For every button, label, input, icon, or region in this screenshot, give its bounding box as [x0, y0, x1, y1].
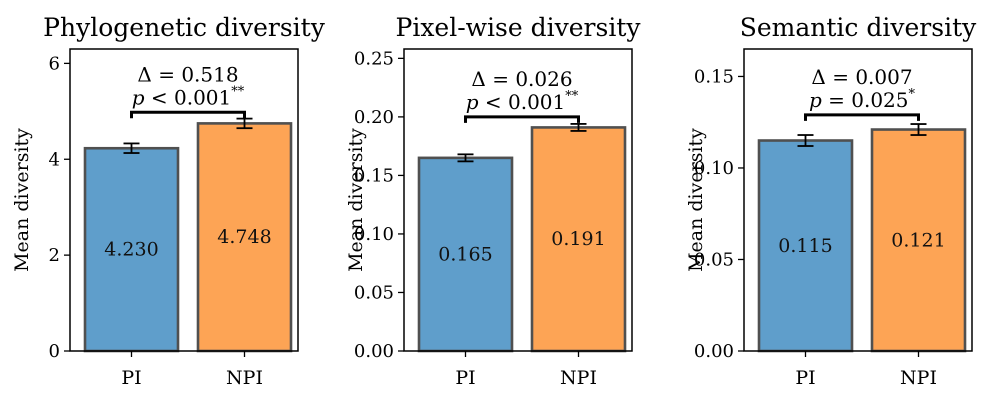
chart-panel-2: Pixel-wise diversity Mean diversity 0.165 P… — [345, 13, 641, 389]
x-tick-label: PI — [795, 367, 815, 389]
y-tick-label: 0.15 — [694, 66, 734, 87]
delta-annotation: Δ = 0.007 — [811, 65, 912, 89]
error-bar-npi — [910, 123, 927, 136]
y-tick-label: 4 — [49, 149, 60, 170]
significance-bracket — [130, 110, 246, 119]
x-tick-label: NPI — [900, 367, 937, 389]
significance-stars: ** — [565, 89, 579, 104]
y-tick-label: 0 — [49, 341, 60, 362]
x-tick-label: NPI — [560, 367, 597, 389]
p-value-annotation: p = 0.025* — [809, 87, 916, 112]
chart-title: Pixel-wise diversity — [396, 13, 642, 42]
x-tick-label: PI — [121, 367, 141, 389]
p-value-text: < 0.001 — [479, 90, 566, 114]
y-tick-label: 0.05 — [694, 249, 734, 270]
p-symbol: p — [809, 88, 822, 112]
y-tick-label: 2 — [49, 245, 60, 266]
x-tick-label: PI — [455, 367, 475, 389]
p-symbol: p — [466, 90, 479, 114]
chart-title: Semantic diversity — [740, 13, 977, 42]
plot-frame — [69, 48, 299, 352]
p-value-annotation: p < 0.001** — [132, 84, 245, 109]
significance-bracket — [464, 115, 580, 123]
p-value-text: < 0.001 — [145, 85, 232, 109]
p-value-text: = 0.025 — [822, 88, 909, 112]
x-tick-label: NPI — [226, 367, 263, 389]
y-axis-label: Mean diversity — [11, 128, 33, 272]
y-axis-label: Mean diversity — [685, 128, 707, 272]
bar-pi — [757, 139, 854, 353]
y-tick-label: 0.00 — [694, 341, 734, 362]
plot-frame — [403, 48, 633, 352]
bar-value-label: 0.191 — [551, 228, 605, 250]
delta-annotation: Δ = 0.518 — [137, 62, 238, 86]
bar-pi — [83, 146, 180, 353]
significance-stars: * — [909, 87, 916, 102]
delta-annotation: Δ = 0.026 — [471, 67, 572, 91]
error-bar-pi — [123, 142, 140, 154]
p-symbol: p — [132, 85, 145, 109]
p-value-annotation: p < 0.001** — [466, 89, 579, 114]
error-bar-npi — [570, 123, 587, 132]
y-tick-label: 0.10 — [354, 224, 394, 245]
bar-value-label: 0.121 — [891, 229, 945, 251]
error-bar-pi — [797, 134, 814, 147]
chart-panel-1: Phylogenetic diversity Mean diversity 4.23… — [11, 13, 326, 389]
y-tick-label: 6 — [49, 53, 60, 74]
bar-npi — [530, 126, 627, 353]
error-bar-npi — [236, 117, 253, 130]
chart-panel-3: Semantic diversity Mean diversity 0.115 PI 0… — [685, 13, 977, 389]
bar-value-label: 4.748 — [217, 226, 271, 248]
y-tick-label: 0.20 — [354, 107, 394, 128]
significance-bracket — [804, 113, 920, 121]
y-axis-label: Mean diversity — [345, 128, 367, 272]
bar-value-label: 4.230 — [104, 239, 158, 261]
y-tick-label: 0.15 — [354, 165, 394, 186]
error-bar-pi — [457, 153, 474, 163]
significance-stars: ** — [231, 84, 245, 99]
y-tick-label: 0.10 — [694, 158, 734, 179]
bar-value-label: 0.165 — [438, 243, 492, 265]
y-tick-label: 0.00 — [354, 341, 394, 362]
chart-title: Phylogenetic diversity — [43, 13, 326, 42]
bar-value-label: 0.115 — [778, 235, 832, 257]
plot-frame — [743, 48, 973, 352]
y-tick-label: 0.25 — [354, 48, 394, 69]
y-tick-label: 0.05 — [354, 282, 394, 303]
